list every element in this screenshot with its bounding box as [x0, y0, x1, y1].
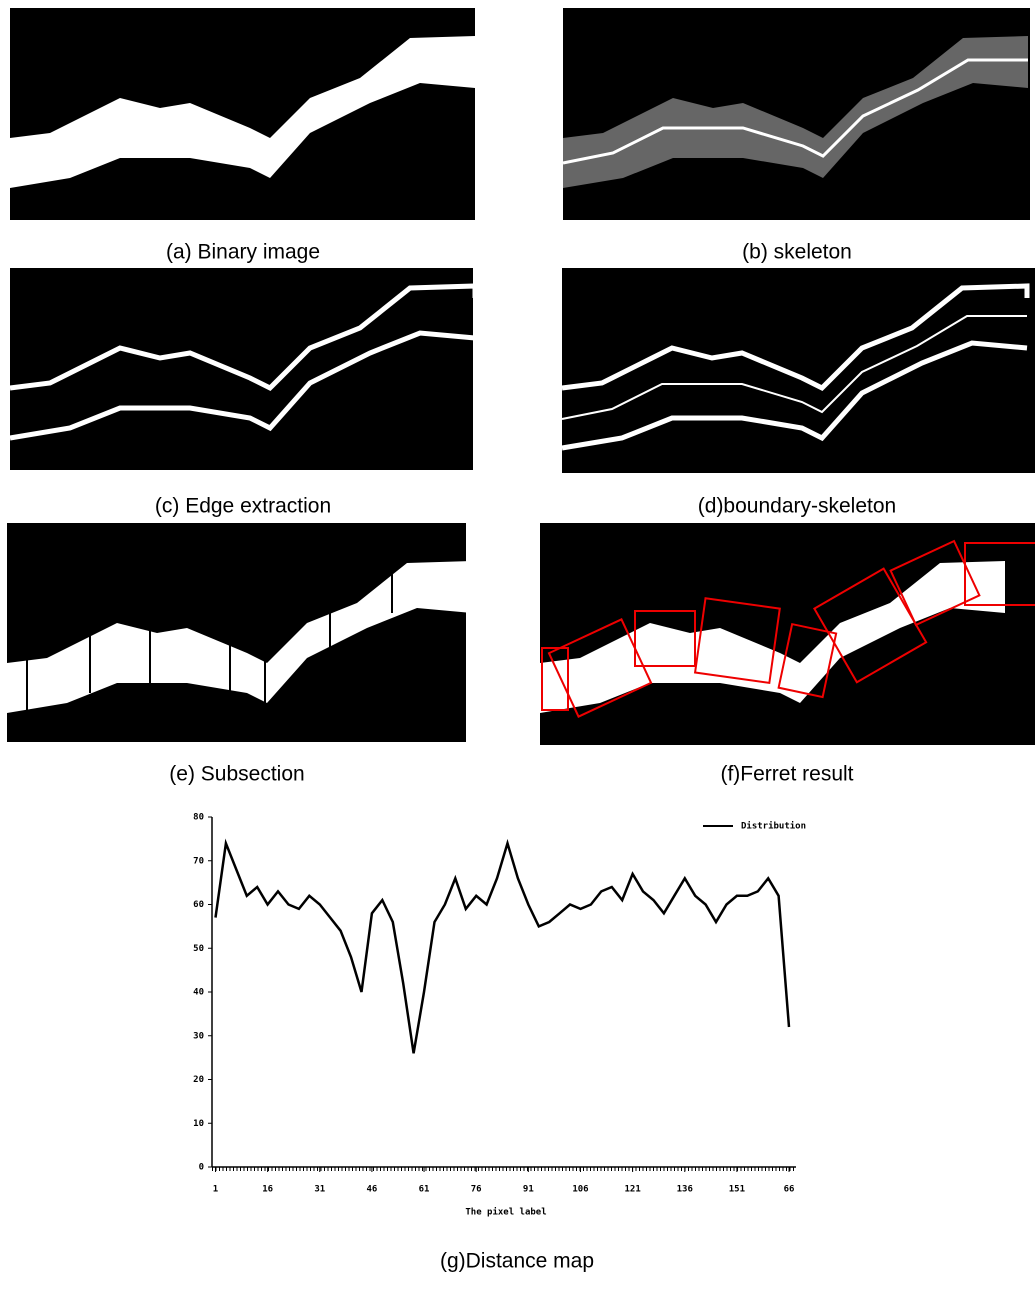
panel-e [7, 523, 472, 742]
y-tick-label: 0 [199, 1163, 204, 1173]
y-tick-label: 30 [193, 1031, 204, 1041]
legend-label: Distribution [741, 821, 806, 832]
panel-c [10, 268, 475, 470]
x-tick-label: 106 [572, 1185, 588, 1195]
x-tick-label: 16 [262, 1185, 273, 1195]
panel-a [10, 8, 475, 220]
x-tick-label: 136 [677, 1185, 693, 1195]
x-tick-label: 121 [624, 1185, 640, 1195]
panel-caption: (d)boundary-skeleton [698, 495, 896, 518]
panel-caption: (f)Ferret result [720, 763, 853, 786]
y-tick-label: 50 [193, 944, 204, 954]
x-tick-label: 61 [419, 1185, 430, 1195]
panel-caption: (c) Edge extraction [155, 495, 331, 518]
data-line [216, 843, 790, 1053]
y-tick-label: 40 [193, 988, 204, 998]
panel-caption: (b) skeleton [742, 241, 852, 264]
caption: (g)Distance map [440, 1250, 594, 1273]
y-tick-label: 80 [193, 813, 204, 823]
x-tick-label: 31 [314, 1185, 325, 1195]
x-tick-label: 151 [729, 1185, 745, 1195]
y-tick-label: 70 [193, 856, 204, 866]
y-tick-label: 10 [193, 1119, 204, 1129]
panel-b [563, 8, 1030, 220]
panel-d [562, 268, 1035, 473]
x-tick-label: 76 [471, 1185, 482, 1195]
y-tick-label: 60 [193, 900, 204, 910]
x-tick-label: 46 [366, 1185, 377, 1195]
figure: The pixel label (g)Distance map (a) Bina… [0, 0, 1035, 1289]
panel-f [540, 523, 1035, 745]
y-tick-label: 20 [193, 1075, 204, 1085]
panel-caption: (a) Binary image [166, 241, 320, 264]
x-tick-label: 66 [784, 1185, 795, 1195]
x-tick-label: 91 [523, 1185, 534, 1195]
x-axis-label: The pixel label [465, 1207, 546, 1218]
x-tick-label: 1 [213, 1185, 218, 1195]
panel-caption: (e) Subsection [169, 763, 304, 786]
